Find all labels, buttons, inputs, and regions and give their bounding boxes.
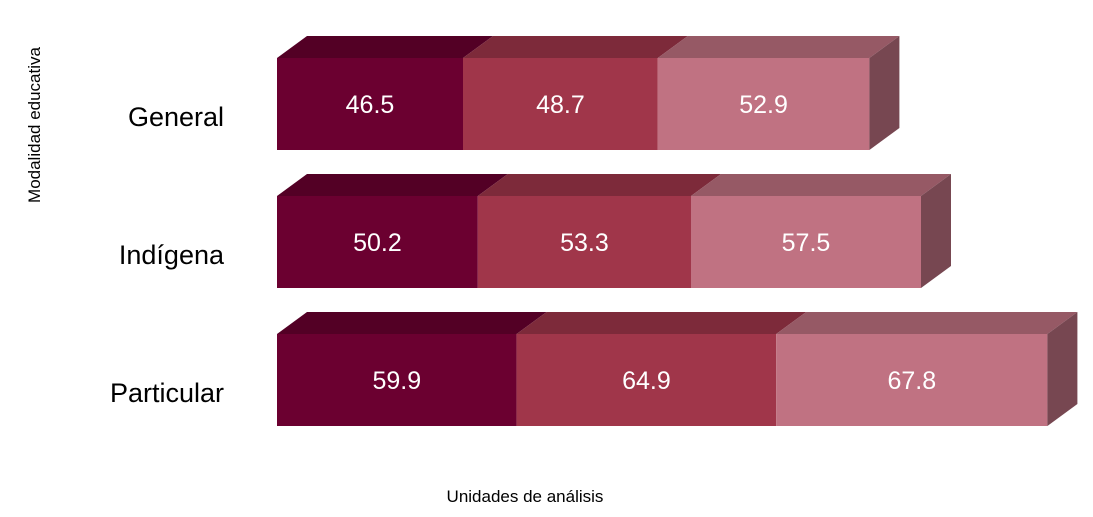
bar-side-face [1047,312,1078,426]
category-label: Particular [110,378,224,408]
bar-top-face [691,174,951,196]
data-label: 57.5 [782,229,831,257]
data-label: 50.2 [353,229,402,257]
bar-side-face [869,36,900,150]
category-label: Indígena [119,240,225,270]
data-label: 48.7 [536,91,585,119]
bar-segment [277,196,478,288]
bar-top-face [277,174,508,196]
bar-segment [691,196,921,288]
bars-layer [277,36,1078,426]
x-axis-title: Unidades de análisis [447,487,604,506]
data-label: 59.9 [372,367,421,395]
data-label: 53.3 [560,229,609,257]
bar-top-face [477,174,721,196]
data-label: 46.5 [346,91,395,119]
bar-top-face [277,312,547,334]
bar-segment [463,58,658,150]
bar-top-face [463,36,688,58]
bar-top-face [657,36,900,58]
data-label: 64.9 [622,367,671,395]
bar-segment [277,58,463,150]
bar-top-face [277,36,493,58]
bar-segment [657,58,870,150]
bar-top-face [516,312,807,334]
y-axis-title: Modalidad educativa [25,46,44,202]
bar-segment [277,334,517,426]
data-label: 67.8 [887,367,936,395]
bar-segment [477,196,691,288]
bar-side-face [921,174,951,288]
data-label: 52.9 [739,91,788,119]
labels-layer: 46.5 48.7 52.9 General 50.2 53.3 57.5 Indígena 5… [110,91,936,408]
bar-segment [516,334,777,426]
bar-top-face [776,312,1078,334]
bar-segment [776,334,1048,426]
category-label: General [128,102,224,132]
